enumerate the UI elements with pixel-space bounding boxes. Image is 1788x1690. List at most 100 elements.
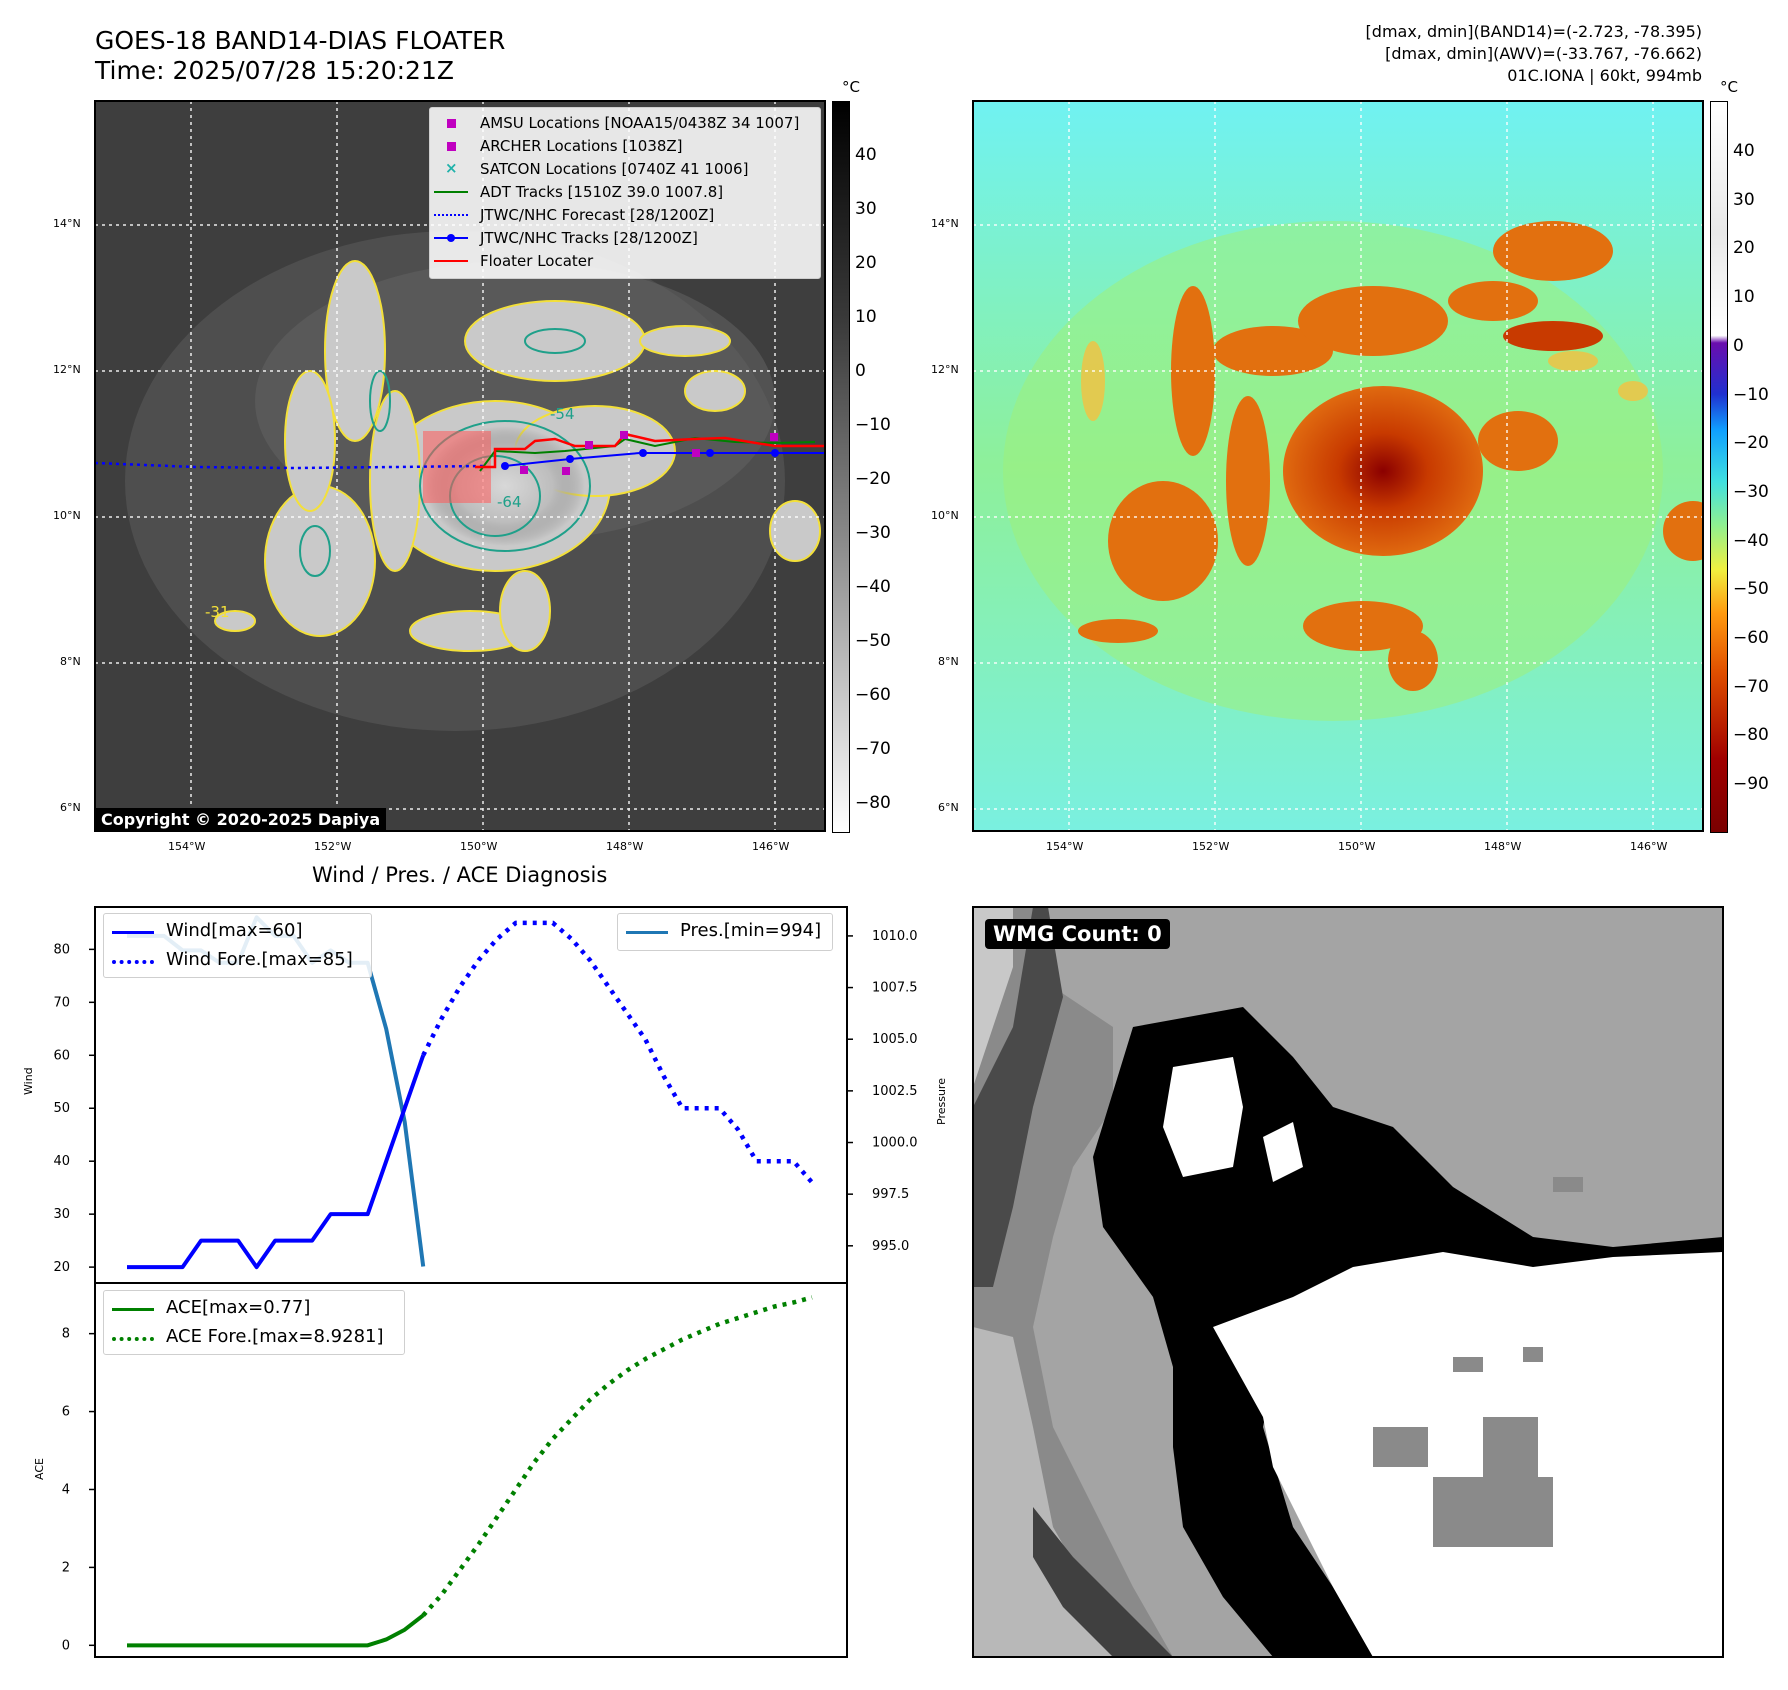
square-marker-icon [447,119,456,128]
y-tick-label: 997.5 [872,1187,909,1202]
legend-label: JTWC/NHC Tracks [28/1200Z] [480,229,698,247]
colorbar-tick: 0 [855,361,866,381]
lon-tick: 152°W [314,840,352,853]
y-tick-label: 8 [62,1327,70,1342]
wind-line [127,1054,426,1270]
colorbar-tick: 30 [855,199,877,219]
contour-label-64: -64 [497,493,522,511]
colorbar-tick: −40 [1733,530,1769,551]
legend-item: ADT Tracks [1510Z 39.0 1007.8] [430,181,820,204]
legend-label: JTWC/NHC Forecast [28/1200Z] [480,206,715,224]
colorbar-tick: 40 [1733,141,1755,161]
colorbar-tick: 20 [1733,238,1755,259]
wmg-map: WMG Count: 0 [973,907,1723,1657]
colorbar-tick: 10 [1733,287,1755,308]
jtwc-track [504,452,825,467]
y-tick-label: 60 [53,1048,70,1063]
colorbar-tick: 40 [855,145,877,165]
legend-label: ACE Fore.[max=8.9281] [166,1326,384,1347]
contour-label-31: -31 [205,603,230,621]
figure-title: GOES-18 BAND14-DIAS FLOATER [95,26,506,55]
floater-locater-track [475,432,825,469]
dot-marker-icon [447,234,455,242]
colorbar-tick: −90 [1733,774,1769,795]
x-marker-icon: × [445,159,458,177]
lat-tick: 10°N [931,509,959,522]
ace-forecast-line [421,1295,813,1617]
y-tick-label: 1002.5 [872,1084,918,1099]
diagnosis-title: Wind / Pres. / ACE Diagnosis [312,863,608,887]
y-tick-label: 1000.0 [872,1136,918,1151]
y-tick-label: 1010.0 [872,929,918,944]
colorbar-tick: −20 [1733,433,1769,454]
jtwc-forecast-track [95,461,484,470]
solid-line-icon [112,931,154,934]
legend-label: AMSU Locations [NOAA15/0438Z 34 1007] [480,114,800,132]
colorbar-tick: −60 [855,685,891,705]
colorbar-tick: −50 [1733,579,1769,600]
legend-label: Wind[max=60] [166,920,303,941]
colorbar-tick: −10 [855,415,891,435]
colorbar-tick: −70 [1733,676,1769,697]
wind-axis-label: Wind [22,1067,35,1095]
y-tick-label: 6 [62,1405,70,1420]
colorbar-tick: −60 [1733,628,1769,648]
solid-line-icon [626,931,668,934]
colorbar-tick: 0 [1733,335,1744,356]
colorbar-tick: −20 [855,469,891,489]
awv-colorbar [1710,101,1728,833]
wmg-map-frame [972,906,1724,1658]
stats-band14: [dmax, dmin](BAND14)=(-2.723, -78.395) [1365,22,1702,41]
colorbar-unit: °C [1720,78,1738,96]
grayscale-colorbar [832,101,850,833]
colorbar-tick: −10 [1733,384,1769,405]
lat-tick: 6°N [938,801,959,814]
legend-label: ARCHER Locations [1038Z] [480,137,683,155]
wind-legend: Wind[max=60] Wind Fore.[max=85] [103,913,372,978]
lat-tick: 14°N [931,217,959,230]
lon-tick: 152°W [1192,840,1230,853]
ace-panel-frame [94,1282,848,1658]
legend-label: ADT Tracks [1510Z 39.0 1007.8] [480,183,724,201]
awv-color-map [973,101,1703,831]
y-tick-label: 50 [53,1101,70,1116]
colorbar-tick: −30 [855,523,891,543]
dotted-line-icon [112,960,154,964]
colorbar-tick: −30 [1733,481,1769,502]
legend-label: Floater Locater [480,252,594,270]
y-tick-label: 20 [53,1260,70,1275]
legend-item: AMSU Locations [NOAA15/0438Z 34 1007] [430,112,820,135]
stats-awv: [dmax, dmin](AWV)=(-33.767, -76.662) [1385,44,1702,63]
y-tick-label: 2 [62,1560,70,1575]
y-tick-label: 40 [53,1154,70,1169]
legend-item: Floater Locater [430,250,820,273]
dotted-line-icon [434,214,468,216]
ace-axis-label: ACE [33,1458,46,1480]
colorbar-tick: −70 [855,739,891,759]
line-marker-icon [434,191,468,193]
pressure-legend: Pres.[min=994] [617,913,833,951]
lon-tick: 148°W [1484,840,1522,853]
copyright-label: Copyright © 2020-2025 Dapiya [95,808,387,831]
colorbar-unit: °C [842,78,860,96]
y-tick-label: 0 [62,1638,70,1653]
legend-label: Wind Fore.[max=85] [166,949,353,970]
colorbar-tick: 30 [1733,189,1755,210]
colorbar-tick: 20 [855,253,877,273]
lon-tick: 154°W [168,840,206,853]
legend-item: JTWC/NHC Forecast [28/1200Z] [430,204,820,227]
square-marker-icon [447,142,456,151]
lon-tick: 150°W [460,840,498,853]
y-tick-label: 30 [53,1207,70,1222]
solid-line-icon [112,1308,154,1311]
lat-tick: 8°N [60,655,81,668]
legend-label: SATCON Locations [0740Z 41 1006] [480,160,749,178]
wmg-count-badge: WMG Count: 0 [985,919,1170,949]
lon-tick: 150°W [1338,840,1376,853]
pressure-axis-label: Pressure [935,1078,948,1125]
colorbar-tick: −40 [855,577,891,597]
y-tick-label: 995.0 [872,1239,909,1254]
y-tick-label: 1005.0 [872,1032,918,1047]
lat-tick: 14°N [53,217,81,230]
